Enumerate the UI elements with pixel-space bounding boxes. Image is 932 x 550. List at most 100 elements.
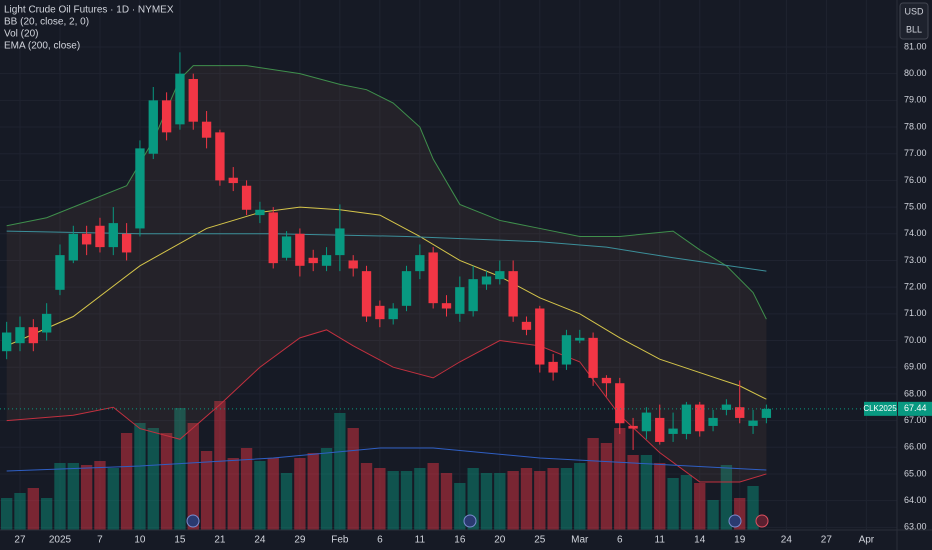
candle-body — [15, 327, 25, 344]
volume-bar — [120, 433, 133, 530]
indicator-line — [6, 447, 767, 472]
volume-bar — [134, 423, 146, 530]
candle-body — [335, 228, 345, 256]
volume-bar — [80, 465, 93, 530]
candle-body — [375, 305, 385, 320]
x-tick-label: 19 — [734, 535, 746, 546]
candle-body — [548, 361, 558, 373]
volume-bar — [574, 463, 586, 530]
volume-bar — [387, 471, 399, 530]
candle-body — [348, 260, 358, 269]
x-tick-label: 6 — [377, 535, 383, 546]
x-tick-label: 20 — [494, 535, 506, 546]
axes: 81.00 80.00 79.00 78.00 77.00 76.00 75.00 74.00… — [0, 41, 932, 546]
candle-body — [468, 279, 478, 312]
candle-body — [321, 255, 332, 266]
candle-body — [508, 271, 518, 317]
y-tick-label: 80.00 — [904, 68, 927, 78]
event-icon[interactable] — [463, 514, 477, 528]
candle-body — [228, 177, 238, 184]
volume-bar — [360, 463, 373, 530]
indicator-label: Vol (20) — [4, 29, 38, 40]
y-tick-label: 78.00 — [904, 121, 927, 131]
candle-body — [201, 121, 212, 138]
volume-bar — [227, 458, 239, 530]
candle-body — [681, 404, 692, 434]
volume-bar — [0, 498, 13, 530]
candle-body — [295, 233, 305, 266]
volume-bar — [587, 438, 599, 530]
event-icon[interactable] — [186, 514, 200, 528]
candle-body — [361, 271, 372, 317]
indicator-line — [6, 329, 767, 483]
currency-label[interactable]: USD — [904, 6, 924, 16]
event-icon[interactable] — [728, 514, 742, 528]
x-tick-label: Apr — [859, 535, 875, 546]
candle-body — [121, 233, 132, 253]
y-tick-label: 73.00 — [904, 255, 927, 265]
volume-bar — [707, 500, 719, 530]
y-tick-label: 79.00 — [904, 95, 927, 105]
candle-body — [135, 148, 145, 229]
volume-bar — [94, 461, 106, 530]
candle-body — [161, 100, 172, 133]
x-tick-label: 14 — [694, 535, 706, 546]
candle-body — [441, 303, 452, 309]
y-tick-label: 69.00 — [904, 362, 927, 372]
y-tick-label: 67.00 — [904, 415, 927, 425]
candle-body — [215, 132, 225, 181]
price-tag — [898, 401, 932, 416]
candle-body — [575, 337, 585, 341]
volume-bar — [694, 483, 706, 530]
candle-body — [535, 308, 545, 365]
x-tick-label: 11 — [415, 535, 426, 546]
x-tick-label: 21 — [214, 535, 226, 546]
x-tick-label: 29 — [294, 535, 306, 546]
x-tick-label: Mar — [571, 535, 589, 546]
volume-bar — [720, 465, 733, 530]
y-tick-label: 64.00 — [904, 495, 927, 505]
candle-body — [495, 271, 505, 280]
volume-bar — [614, 428, 626, 530]
candle-body — [255, 209, 265, 216]
volume-bar — [240, 448, 253, 530]
candle-body — [241, 185, 252, 210]
volume-pane — [0, 401, 759, 530]
y-tick-label: 65.00 — [904, 468, 927, 478]
indicator-label: BB (20, close, 2, 0) — [4, 17, 89, 28]
candle-body — [521, 321, 532, 330]
volume-bar — [67, 463, 79, 530]
y-tick-label: 66.00 — [904, 442, 927, 452]
candle-body — [655, 417, 665, 442]
candle-body — [388, 308, 398, 320]
x-tick-label: 2025 — [49, 535, 72, 546]
x-tick-label: 15 — [174, 535, 186, 546]
currency-button[interactable] — [899, 2, 929, 40]
candle-body — [588, 337, 598, 378]
x-tick-label: Feb — [331, 535, 349, 546]
candle-body — [601, 377, 612, 384]
volume-bar — [560, 468, 573, 530]
volume-bar — [27, 488, 39, 530]
volume-bar — [454, 483, 466, 530]
unit-label[interactable]: BLL — [906, 24, 922, 34]
volume-bar — [160, 433, 173, 530]
volume-bar — [667, 478, 679, 530]
indicator-line — [6, 206, 767, 400]
x-tick-label: 16 — [454, 535, 466, 546]
volume-bar — [347, 428, 359, 530]
volume-bar — [400, 471, 413, 530]
volume-bar — [174, 408, 186, 530]
event-icon[interactable] — [755, 514, 769, 528]
volume-bar — [334, 413, 346, 530]
volume-bar — [747, 486, 759, 530]
volume-bar — [734, 498, 746, 530]
y-tick-label: 75.00 — [904, 201, 927, 211]
volume-bar — [200, 451, 213, 530]
candle-body — [68, 233, 78, 261]
price-label: 67.44 — [904, 403, 927, 413]
candle-body — [428, 252, 438, 304]
candle-body — [268, 212, 278, 264]
